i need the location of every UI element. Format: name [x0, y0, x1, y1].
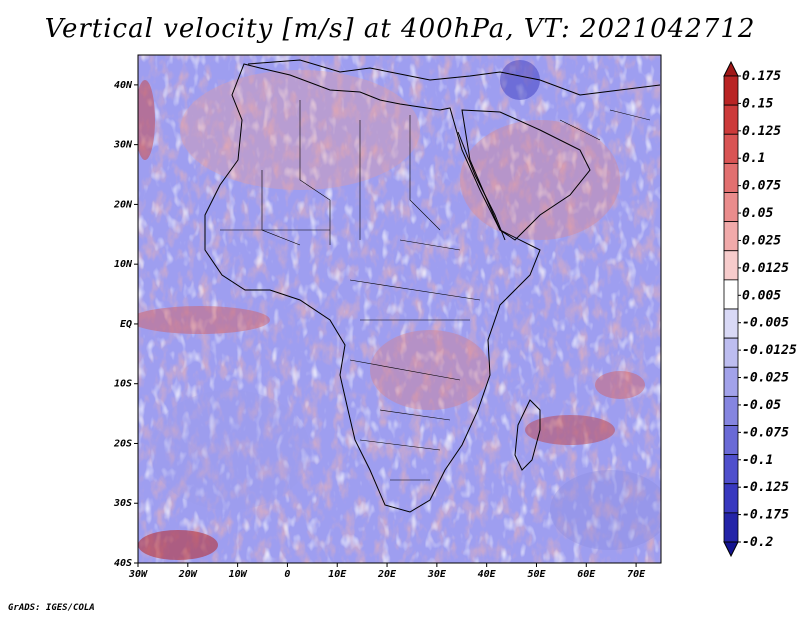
colorbar-swatch	[723, 192, 739, 223]
chart-title: Vertical velocity [m/s] at 400hPa, VT: 2…	[44, 14, 756, 44]
lat-tick-label: 10S	[114, 379, 132, 390]
lat-tick-label: 20S	[113, 438, 132, 449]
colorbar-label: 0.1	[742, 151, 765, 166]
lat-tick-label: 20N	[113, 199, 133, 210]
lon-tick-label: 60E	[577, 569, 596, 580]
lon-tick-label: 40E	[478, 569, 497, 580]
colorbar-swatch	[723, 221, 739, 252]
colorbar-label: 0.05	[742, 206, 773, 221]
lat-tick-label: 40N	[114, 80, 133, 91]
grads-credit: GrADS: IGES/COLA	[8, 603, 95, 613]
colorbar-label: -0.1	[742, 453, 773, 468]
colorbar-swatch	[723, 250, 739, 281]
colorbar-label: 0.15	[742, 96, 773, 111]
lat-tick-label: 30N	[113, 140, 133, 151]
colorbar-label: -0.175	[742, 508, 789, 523]
lon-axis: 30W 20W 10W 0 10E 20E 30E 40E 50E 60E 70E	[128, 563, 646, 580]
colorbar-label: -0.0125	[742, 343, 797, 358]
lon-tick-label: 50E	[527, 569, 546, 580]
colorbar-swatch	[723, 279, 739, 310]
colorbar-label: -0.025	[742, 371, 789, 386]
africa-coastline	[204, 63, 541, 513]
colorbar-bottom-arrow	[723, 541, 739, 558]
colorbar-swatch	[723, 425, 739, 456]
colorbar-label: 0.175	[742, 69, 781, 84]
colorbar-swatch	[723, 133, 739, 164]
lon-tick-label: 10W	[229, 569, 248, 580]
velocity-field	[138, 55, 661, 563]
red-sea	[457, 131, 506, 241]
lat-tick-label: 40S	[114, 558, 132, 569]
colorbar-swatch	[723, 395, 739, 426]
colorbar-top-arrow	[723, 60, 739, 77]
colorbar-swatch	[723, 162, 739, 193]
lat-tick-label: 10N	[114, 259, 133, 270]
madagascar	[514, 399, 541, 471]
colorbar: 0.175 0.15 0.125 0.1 0.075 0.05 0.025 0.0125 0.0…	[723, 60, 797, 558]
border-lines	[220, 100, 651, 481]
colorbar-swatch	[723, 483, 739, 514]
lon-tick-label: 0	[284, 569, 290, 580]
colorbar-label: 0.0125	[742, 261, 789, 276]
plot-frame	[137, 54, 662, 564]
coastlines	[204, 59, 661, 513]
colorbar-swatch	[723, 308, 739, 339]
lat-tick-label: EQ	[120, 319, 132, 330]
colorbar-swatch	[723, 104, 739, 135]
colorbar-label: -0.05	[742, 398, 781, 413]
colorbar-label: -0.125	[742, 480, 789, 495]
colorbar-label: -0.2	[742, 535, 773, 550]
lon-tick-label: 70E	[627, 569, 646, 580]
colorbar-label: 0.025	[742, 233, 781, 248]
colorbar-label: -0.075	[742, 425, 789, 440]
lon-tick-label: 30W	[128, 569, 148, 580]
colorbar-label: -0.005	[742, 316, 789, 331]
lon-tick-label: 20E	[377, 569, 397, 580]
mediterranean-north	[247, 59, 661, 96]
lat-axis: 40N 30N 20N 10N EQ 10S 20S 30S 40S	[113, 80, 138, 569]
colorbar-label: 0.005	[742, 288, 781, 303]
colorbar-label: 0.075	[742, 179, 781, 194]
colorbar-swatch	[723, 454, 739, 485]
colorbar-swatch	[723, 512, 739, 543]
colorbar-swatch	[723, 75, 739, 106]
colorbar-label: 0.125	[742, 124, 781, 139]
colorbar-swatch	[723, 337, 739, 368]
lon-tick-label: 30E	[427, 569, 447, 580]
lat-tick-label: 30S	[113, 498, 132, 509]
colorbar-swatch	[723, 366, 739, 397]
lon-tick-label: 10E	[328, 569, 347, 580]
lon-tick-label: 20W	[178, 569, 198, 580]
